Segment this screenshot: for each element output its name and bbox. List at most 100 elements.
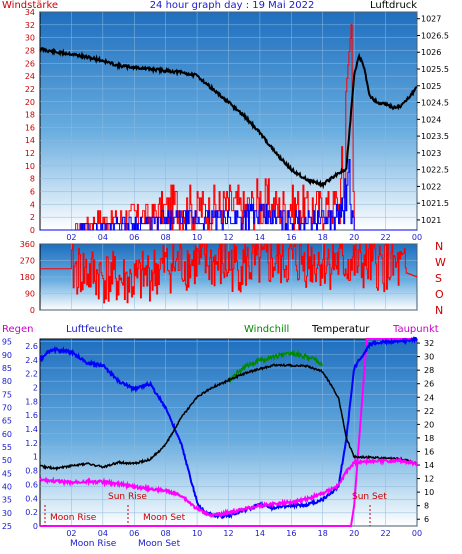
bot-x-tick-2: 06: [129, 529, 139, 538]
top-left-tick-0: 0: [30, 226, 35, 235]
temperatur-tick-3: 12: [424, 475, 434, 484]
luftfeuchte-tick-7: 60: [2, 430, 12, 439]
temperatur-tick-2: 10: [424, 488, 434, 497]
moon-rise-label: Moon Rise: [50, 513, 97, 523]
top-center-title: 24 hour graph day : 19 Mai 2022: [150, 0, 315, 11]
top-right-axis: 1021 1021.5 1022 1022.5 1023 1023.5 1024 1024.5…: [417, 15, 449, 225]
top-left-tick-12: 24: [25, 72, 35, 81]
top-x-tick-1: 04: [98, 233, 108, 242]
regen-tick-4: 0.8: [25, 467, 38, 476]
mid-left-tick-3: 270: [20, 257, 35, 266]
top-x-tick-9: 20: [349, 233, 359, 242]
bot-x-tick-6: 14: [255, 529, 265, 538]
bottom-series: [39, 336, 418, 527]
top-left-tick-3: 6: [30, 188, 35, 197]
top-right-tick-3: 1022.5: [421, 166, 449, 175]
regen-tick-2: 0.4: [25, 494, 38, 503]
regen-tick-1: 0.2: [25, 508, 38, 517]
moon-rise-label-bottom: Moon Rise: [70, 539, 117, 549]
top-left-tick-2: 4: [30, 200, 35, 209]
regen-axis: 0 0.2 0.4 0.6 0.8 1 1.2 1.4 1.6 1.8 2 2.2 2.4 2.6: [25, 342, 38, 531]
top-right-tick-6: 1024: [421, 115, 441, 124]
temperatur-tick-5: 16: [424, 447, 434, 456]
top-left-tick-15: 30: [25, 34, 35, 43]
top-right-tick-7: 1024.5: [421, 99, 449, 108]
temperatur-tick-6: 18: [424, 434, 434, 443]
bot-x-tick-9: 20: [349, 529, 359, 538]
top-right-tick-12: 1027: [421, 15, 441, 24]
luftfeuchte-tick-14: 95: [2, 338, 12, 347]
top-left-tick-13: 26: [25, 59, 35, 68]
header-regen: Regen: [2, 324, 34, 335]
luftfeuchte-tick-10: 75: [2, 390, 12, 399]
header-taupunkt: Taupunkt: [392, 324, 439, 335]
regen-tick-11: 2.2: [25, 370, 38, 379]
luftfeuchte-series: [39, 336, 418, 520]
top-x-tick-10: 22: [380, 233, 390, 242]
top-left-tick-14: 28: [25, 46, 35, 55]
top-left-tick-8: 16: [25, 123, 35, 132]
wind-gust-series: [40, 24, 417, 231]
luftfeuchte-tick-11: 80: [2, 377, 12, 386]
compass-label-n-bottom: N: [435, 304, 443, 317]
temperatur-axis: 6 8 10 12 14 16 18 20 22 24 26 28 30 32: [417, 339, 434, 524]
temperatur-tick-1: 8: [424, 502, 429, 511]
top-right-tick-1: 1021.5: [421, 199, 449, 208]
top-x-tick-0: 02: [66, 233, 76, 242]
top-left-tick-6: 12: [25, 149, 35, 158]
luftfeuchte-tick-3: 40: [2, 482, 12, 491]
top-series: [39, 24, 418, 231]
sun-rise-label: Sun Rise: [108, 492, 147, 502]
moon-set-label: Moon Set: [143, 513, 186, 523]
windrichtung-series: [40, 243, 418, 304]
temperatur-tick-8: 22: [424, 407, 434, 416]
temperatur-tick-4: 14: [424, 461, 434, 470]
top-right-tick-4: 1023: [421, 149, 441, 158]
luftfeuchte-tick-13: 90: [2, 351, 12, 360]
temperatur-tick-10: 26: [424, 380, 434, 389]
bottom-panel: Regen Luftfeuchte Windchill Temperatur T…: [2, 324, 439, 549]
windchill-series: [228, 349, 323, 384]
header-luftfeuchte: Luftfeuchte: [66, 324, 123, 335]
compass-label-o: O: [435, 288, 444, 301]
top-left-tick-7: 14: [25, 136, 35, 145]
temperatur-series: [39, 362, 418, 472]
top-panel: Windstärke 24 hour graph day : 19 Mai 20…: [2, 0, 449, 242]
sun-set-label: Sun Set: [352, 492, 387, 502]
top-x-tick-3: 08: [161, 233, 171, 242]
bot-x-tick-7: 16: [286, 529, 296, 538]
top-right-tick-11: 1026.5: [421, 31, 449, 40]
temperatur-tick-9: 24: [424, 393, 434, 402]
mid-left-tick-0: 0: [30, 306, 35, 315]
middle-panel: 0 90 180 270 360 N W S O N: [20, 240, 446, 317]
top-x-tick-8: 18: [318, 233, 328, 242]
luftfeuchte-axis: 25 30 35 40 45 50 55 60 65 70 75 80 85 90 95: [2, 338, 12, 531]
top-right-title: Luftdruck: [370, 0, 417, 11]
top-left-tick-16: 32: [25, 21, 35, 30]
luftfeuchte-tick-8: 65: [2, 417, 12, 426]
compass-label-n-top: N: [435, 240, 443, 253]
temperatur-tick-7: 20: [424, 420, 434, 429]
temperatur-tick-0: 6: [424, 515, 429, 524]
luftfeuchte-tick-0: 25: [2, 522, 12, 531]
regen-series: [40, 338, 417, 527]
top-left-tick-9: 18: [25, 111, 35, 120]
middle-left-axis: 0 90 180 270 360: [20, 240, 35, 315]
top-x-tick-5: 12: [223, 233, 233, 242]
temperatur-tick-13: 32: [424, 339, 434, 348]
bot-x-tick-5: 12: [223, 529, 233, 538]
top-left-tick-11: 22: [25, 85, 35, 94]
regen-tick-6: 1.2: [25, 439, 38, 448]
bot-x-tick-0: 02: [66, 529, 76, 538]
regen-tick-12: 2.4: [25, 356, 38, 365]
luftfeuchte-tick-12: 85: [2, 364, 12, 373]
mid-left-tick-2: 180: [20, 273, 35, 282]
bottom-x-axis: 02 04 06 08 10 12 14 16 18 20 22 00: [66, 529, 422, 538]
top-right-tick-0: 1021: [421, 216, 441, 225]
regen-tick-13: 2.6: [25, 342, 38, 351]
luftfeuchte-tick-2: 35: [2, 496, 12, 505]
luftdruck-series: [39, 46, 418, 190]
regen-tick-5: 1: [33, 453, 38, 462]
